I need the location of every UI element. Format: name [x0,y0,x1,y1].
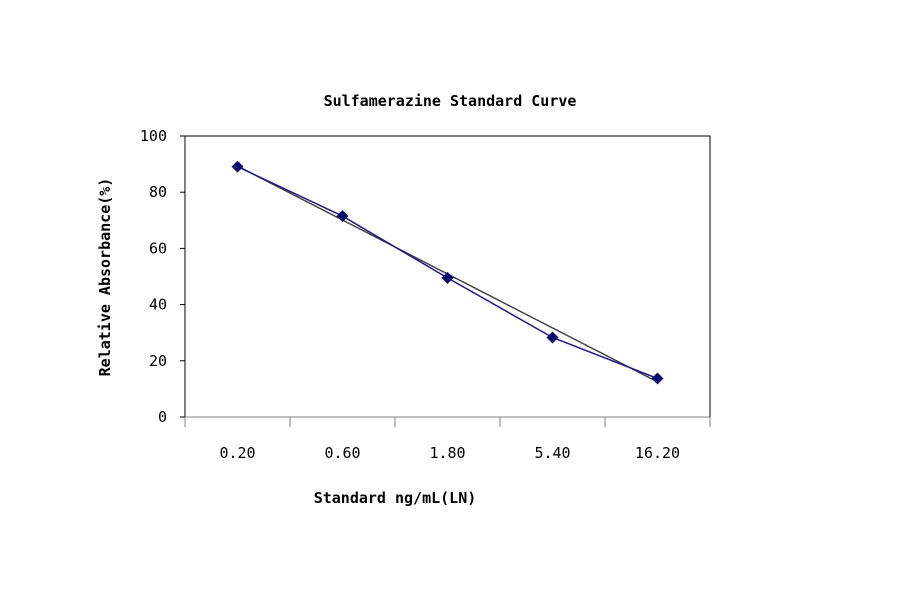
data-point-marker [651,372,664,385]
data-point-marker [231,160,244,173]
y-tick-label: 40 [149,296,167,314]
y-axis-title: Relative Absorbance(%) [96,178,114,377]
data-point-marker [546,331,559,344]
data-point-marker [336,210,349,223]
y-tick-label: 20 [149,352,167,370]
x-tick-label: 0.20 [219,444,255,462]
y-tick-label: 100 [140,127,167,145]
x-tick-label: 16.20 [635,444,680,462]
y-tick-label: 60 [149,239,167,257]
x-tick-label: 0.60 [324,444,360,462]
x-tick-label: 1.80 [429,444,465,462]
x-tick-label: 5.40 [534,444,570,462]
x-axis-title: Standard ng/mL(LN) [314,489,477,507]
chart-title: Sulfamerazine Standard Curve [324,92,577,110]
y-tick-label: 80 [149,183,167,201]
y-tick-label: 0 [158,408,167,426]
data-point-marker [441,271,454,284]
